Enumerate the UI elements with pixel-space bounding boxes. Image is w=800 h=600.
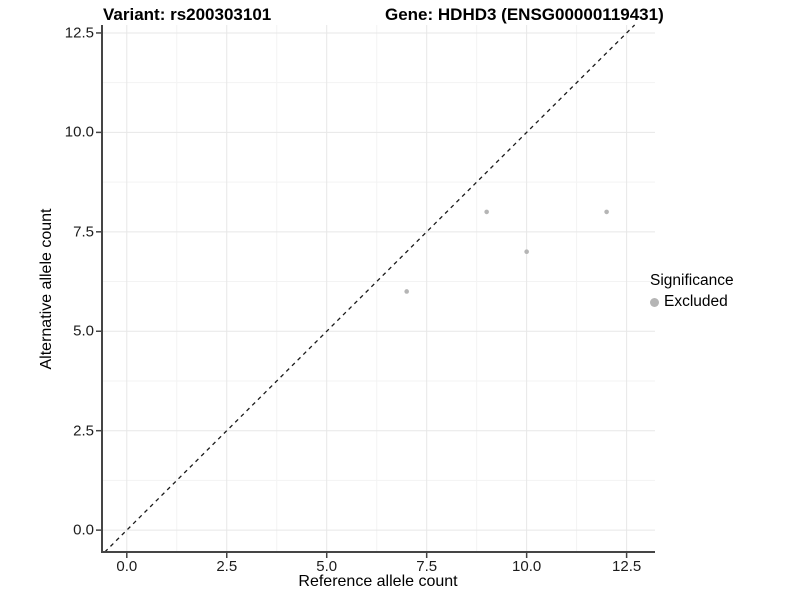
legend-point-icon [650,297,659,307]
data-point [524,249,529,255]
y-axis-title: Alternative allele count [38,208,55,370]
legend-entry-label: Excluded [664,293,728,310]
x-tick-label: 0.0 [116,558,138,575]
x-tick-label: 5.0 [316,558,338,575]
data-point [484,209,489,215]
x-axis-title: Reference allele count [298,573,458,590]
x-tick-label: 12.5 [612,558,642,575]
data-point [604,209,609,215]
x-tick-label: 7.5 [416,558,438,575]
data-point [404,289,409,294]
identity-line [104,24,636,553]
y-tick-label: 10.0 [64,123,94,141]
y-tick-label: 5.0 [73,322,94,340]
legend: Significance Excluded [650,272,734,311]
plot-title-variant: Variant: rs200303101 [103,5,272,24]
y-tick-label: 7.5 [73,223,94,241]
y-tick-label: 12.5 [64,24,94,42]
legend-title: Significance [650,272,734,289]
x-tick-label: 10.0 [512,558,542,575]
plot-title-gene: Gene: HDHD3 (ENSG00000119431) [385,5,664,24]
y-tick-label: 0.0 [73,521,94,539]
y-tick-label: 2.5 [73,422,94,440]
x-tick-label: 2.5 [216,558,238,575]
legend-entry-excluded: Excluded [650,293,734,311]
